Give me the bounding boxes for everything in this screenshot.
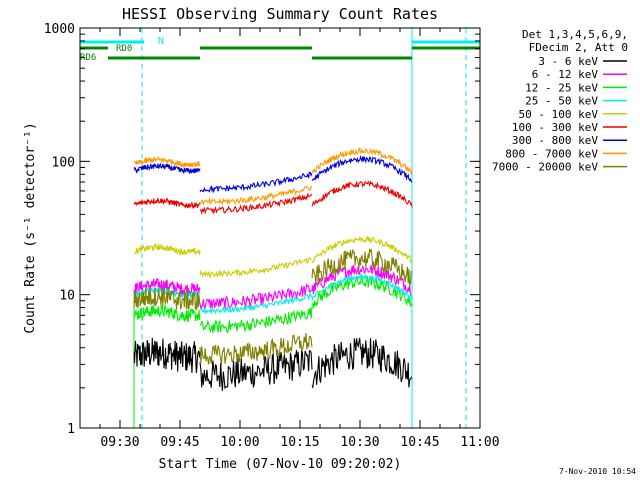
- x-tick-label: 10:45: [400, 435, 439, 450]
- legend-label: 800 - 7000 keV: [505, 147, 598, 160]
- x-tick-label: 10:30: [340, 435, 379, 450]
- x-tick-label: 10:00: [220, 435, 259, 450]
- y-tick-label: 1: [67, 422, 75, 437]
- y-tick-label: 1000: [44, 22, 75, 37]
- legend-header-2: FDecim 2, Att 0: [529, 41, 628, 54]
- series-line: [134, 338, 200, 373]
- night-marker-label: N: [158, 36, 164, 47]
- legend-label: 7000 - 20000 keV: [492, 161, 598, 174]
- series-line: [134, 198, 200, 208]
- x-tick-label: 09:30: [100, 435, 139, 450]
- axis-layer: 09:30 09:45 10:00 10:15 10:30 10:45 11:00 1 10 10…: [44, 22, 500, 450]
- count-rate-chart: HESSI Observing Summary Count Rates N RD0…: [0, 0, 640, 480]
- legend-label: 6 - 12 keV: [532, 68, 599, 81]
- chart-title: HESSI Observing Summary Count Rates: [122, 5, 438, 23]
- legend-label: 12 - 25 keV: [525, 81, 598, 94]
- plot-frame: [80, 28, 480, 428]
- legend-label: 100 - 300 keV: [512, 121, 598, 134]
- y-axis-label: Count Rate (s⁻¹ detector⁻¹): [23, 122, 38, 333]
- x-axis-label: Start Time (07-Nov-10 09:20:02): [159, 457, 402, 472]
- series-300-800keV: [134, 156, 412, 191]
- series-line: [200, 194, 312, 213]
- series-line: [134, 305, 200, 322]
- footer-date: 7-Nov-2010 10:54: [559, 467, 636, 476]
- series-line: [200, 350, 312, 391]
- legend-label: 25 - 50 keV: [525, 95, 598, 108]
- legend-header-1: Det 1,3,4,5,6,9,: [522, 28, 628, 41]
- legend-label: 300 - 800 keV: [512, 134, 598, 147]
- series-line: [312, 182, 412, 208]
- y-tick-label: 100: [52, 155, 75, 170]
- legend-label: 3 - 6 keV: [538, 55, 598, 68]
- series-800-7000keV: [134, 148, 412, 204]
- series-line: [200, 172, 312, 192]
- x-tick-label: 10:15: [280, 435, 319, 450]
- series-line: [134, 245, 200, 255]
- x-tick-label: 09:45: [160, 435, 199, 450]
- rd0-label: RD0: [116, 44, 132, 54]
- legend-label: 50 - 100 keV: [519, 108, 599, 121]
- series-line: [200, 333, 312, 365]
- series-line: [200, 258, 312, 277]
- series-layer: [134, 148, 412, 391]
- x-tick-label: 11:00: [460, 435, 499, 450]
- y-tick-label: 10: [59, 289, 75, 304]
- series-line: [312, 338, 412, 388]
